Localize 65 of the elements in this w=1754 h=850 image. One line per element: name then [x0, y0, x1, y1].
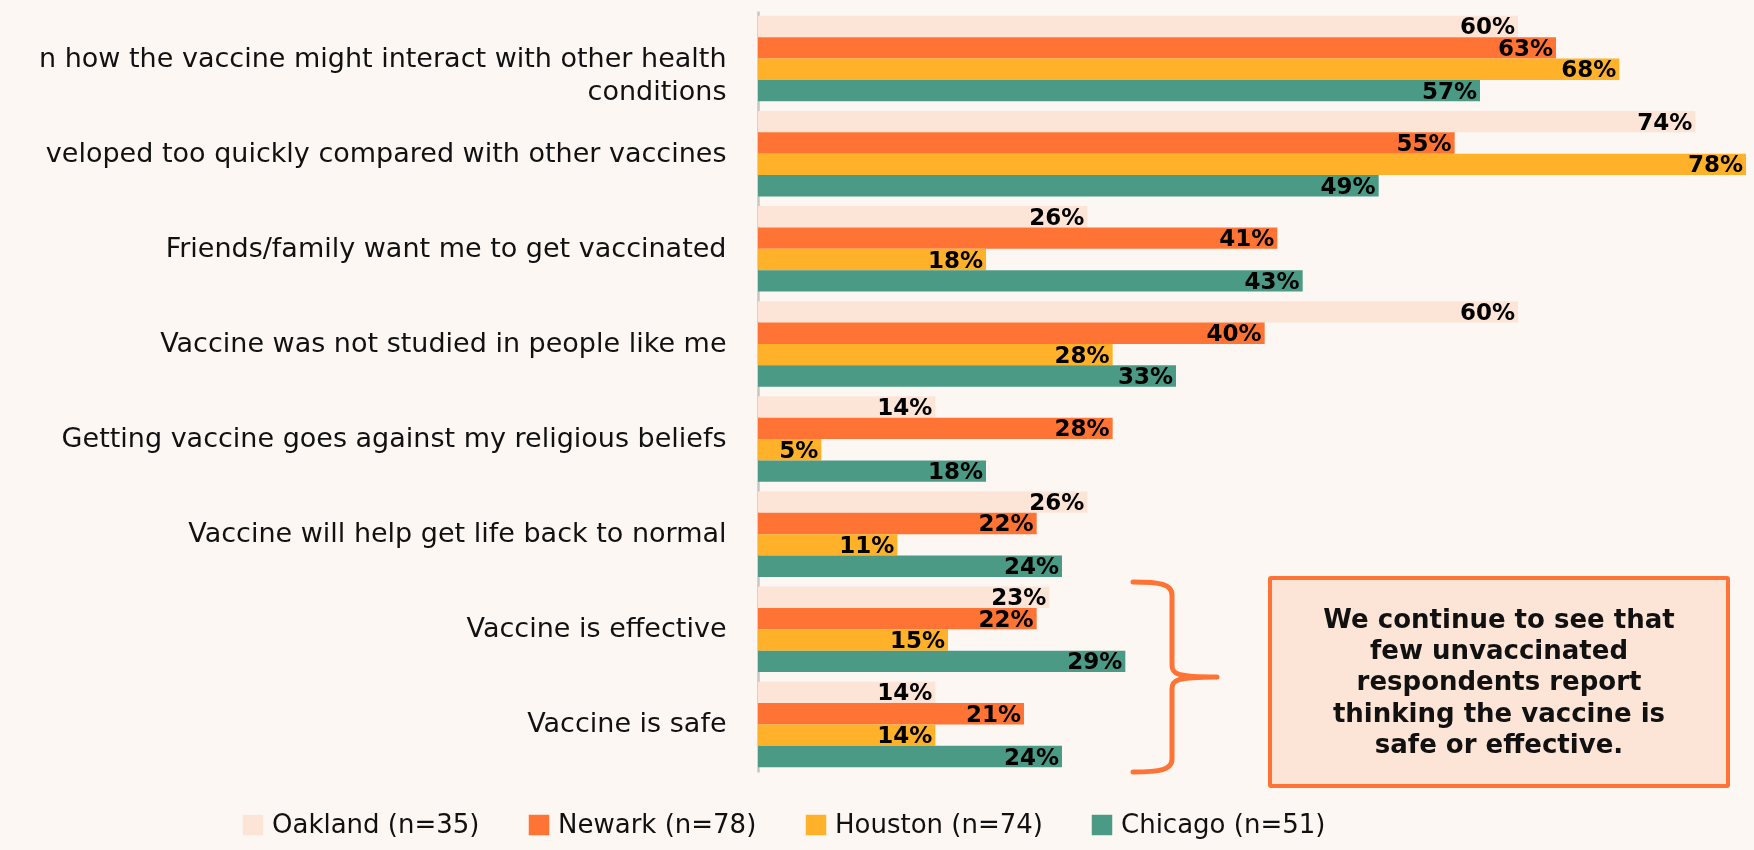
legend-label: Oakland (n=35)	[272, 809, 480, 839]
bar	[758, 745, 1062, 768]
bar	[758, 206, 1088, 228]
y-tick-label: veloped too quickly compared with other vaccines	[45, 136, 727, 168]
data-label: 11%	[839, 531, 895, 558]
bar	[758, 586, 1050, 608]
y-tick-label: Vaccine is effective	[466, 612, 727, 644]
y-tick-label: Friends/family want me to get vaccinated	[165, 231, 727, 263]
bar	[758, 629, 948, 651]
bar	[758, 491, 1088, 513]
legend-label: Houston (n=74)	[835, 809, 1043, 839]
bar	[758, 132, 1455, 154]
y-tick-label: Getting vaccine goes against my religious beliefs	[61, 422, 727, 454]
bar	[758, 396, 936, 418]
data-label: 14%	[877, 679, 933, 706]
data-label: 28%	[1054, 341, 1110, 368]
data-label: 78%	[1687, 151, 1743, 178]
bar	[758, 37, 1556, 59]
annotation: We continue to see that few unvaccinated respondents report thinking the vaccine is safe or effective.	[1322, 604, 1676, 760]
data-label: 14%	[877, 393, 933, 420]
data-label: 15%	[889, 627, 945, 654]
data-label: 60%	[1459, 298, 1515, 325]
bar	[758, 58, 1620, 80]
data-label: 57%	[1421, 77, 1477, 104]
data-label: 24%	[1003, 553, 1059, 580]
data-label: 40%	[1206, 320, 1262, 347]
legend-label: Newark (n=78)	[558, 809, 757, 839]
data-label: 26%	[1029, 203, 1085, 230]
data-label: 18%	[927, 246, 983, 273]
data-label: 74%	[1637, 108, 1693, 135]
data-label: 68%	[1561, 56, 1617, 83]
bar	[758, 153, 1746, 176]
bar	[758, 724, 936, 746]
bar	[758, 227, 1278, 249]
data-label: 24%	[1003, 743, 1059, 770]
y-tick-label: Vaccine is safe	[527, 707, 727, 739]
y-tick-label: Vaccine was not studied in people like me	[160, 326, 727, 358]
y-tick-label: n how the vaccine might interact with other health conditions	[39, 41, 727, 106]
bar	[758, 322, 1265, 344]
bar	[758, 460, 986, 482]
data-label: 29%	[1067, 648, 1123, 675]
bar	[758, 110, 1696, 133]
legend-label: Chicago (n=51)	[1121, 809, 1326, 839]
data-label: 55%	[1396, 129, 1452, 156]
data-label: 28%	[1054, 415, 1110, 442]
bar	[758, 555, 1062, 577]
data-label: 5%	[779, 436, 819, 463]
bar	[758, 343, 1113, 366]
bar	[758, 79, 1480, 102]
data-label: 43%	[1244, 267, 1300, 294]
y-tick-label: Vaccine will help get life back to normal	[188, 517, 727, 549]
callout-box: We continue to see that few unvaccinated respondents report thinking the vaccine is safe or effective.	[1268, 576, 1730, 788]
bar	[758, 15, 1518, 38]
bar	[758, 417, 1113, 440]
bar	[758, 365, 1176, 387]
data-label: 21%	[965, 700, 1021, 727]
bar	[758, 175, 1379, 197]
data-label: 33%	[1117, 363, 1173, 390]
data-label: 14%	[877, 722, 933, 749]
data-label: 49%	[1320, 172, 1376, 199]
data-label: 18%	[927, 458, 983, 485]
data-label: 41%	[1219, 225, 1275, 252]
bar	[758, 301, 1518, 323]
bar	[758, 270, 1303, 292]
bar	[758, 650, 1126, 673]
